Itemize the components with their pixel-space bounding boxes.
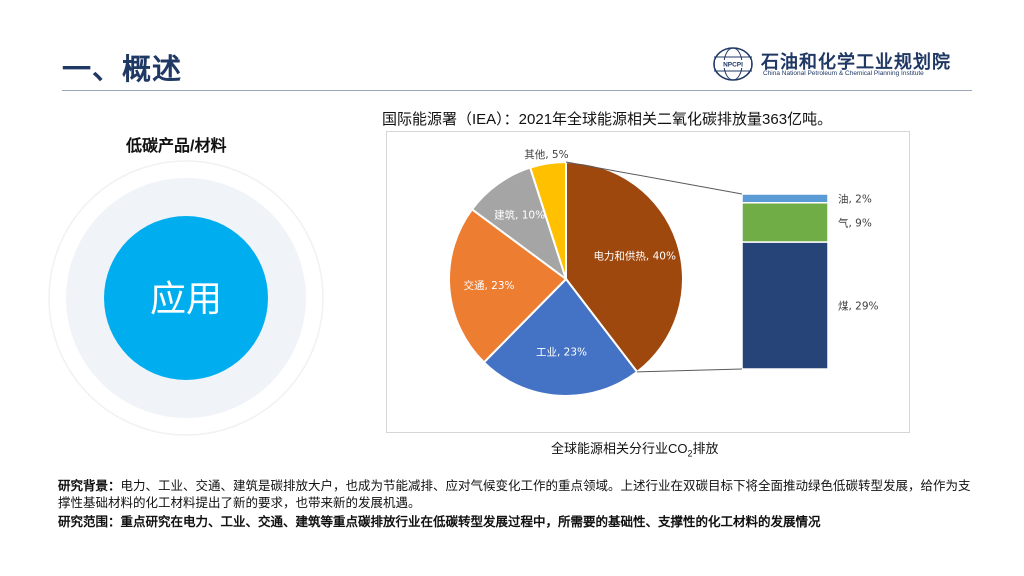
globe-icon: NPCPI [713, 47, 753, 81]
pie-slice [482, 277, 639, 397]
breakdown-bar-segment [741, 193, 829, 204]
pie-slice [470, 166, 568, 282]
pie-slice [565, 160, 684, 374]
pie-slice [528, 160, 567, 280]
page-title: 一、概述 [62, 54, 183, 86]
logo-name-cn: 石油和化学工业规划院 [761, 52, 951, 72]
pie-slice-label: 电力和供热, 40% [593, 250, 676, 263]
application-circle: 应用 [48, 160, 324, 436]
pie-slice [448, 207, 568, 364]
pie-slice-label: 建筑, 10% [494, 208, 545, 221]
breakdown-connector-line [565, 161, 743, 195]
background-label: 研究背景： [58, 479, 121, 493]
subcaption-subscript: 2 [687, 448, 693, 459]
breakdown-bar-label: 油, 2% [838, 192, 872, 205]
subcaption-prefix: 全球能源相关分行业CO [551, 441, 688, 456]
section-heading: 低碳产品/材料 [126, 138, 227, 155]
chart-caption: 国际能源署（IEA）：2021年全球能源相关二氧化碳排放量363亿吨。 [382, 111, 833, 128]
breakdown-bar-segment [741, 202, 829, 243]
background-body: 电力、工业、交通、建筑是碳排放大户，也成为节能减排、应对气候变化工作的重点领域。… [58, 479, 971, 510]
chart-subcaption: 全球能源相关分行业CO2排放 [551, 438, 719, 459]
breakdown-connector-line [637, 368, 743, 373]
research-scope: 研究范围：重点研究在电力、工业、交通、建筑等重点碳排放行业在低碳转型发展过程中，… [58, 514, 978, 531]
circle-label: 应用 [150, 279, 222, 320]
logo: NPCPI 石油和化学工业规划院 China National Petroleu… [711, 46, 981, 82]
chart-area: 电力和供热, 40% 工业, 23% 交通, 23% 建筑, 10% 其他, 5% 油, … [386, 131, 910, 433]
subcaption-suffix: 排放 [692, 441, 719, 456]
breakdown-bar-label: 煤, 29% [838, 300, 879, 313]
pie-slice-label: 工业, 23% [536, 346, 587, 358]
logo-name-en: China National Petroleum & Chemical Plan… [763, 70, 924, 77]
title-divider [62, 90, 972, 91]
breakdown-bar-segment [741, 241, 829, 370]
breakdown-bar-label: 气, 9% [838, 216, 872, 229]
research-background: 研究背景：电力、工业、交通、建筑是碳排放大户，也成为节能减排、应对气候变化工作的… [58, 478, 978, 512]
pie-slice-label: 其他, 5% [524, 148, 568, 161]
pie-slice-label: 交通, 23% [463, 279, 514, 292]
scope-body: 重点研究在电力、工业、交通、建筑等重点碳排放行业在低碳转型发展过程中，所需要的基… [120, 515, 821, 529]
emissions-pie-chart: 电力和供热, 40% 工业, 23% 交通, 23% 建筑, 10% 其他, 5% 油, … [448, 148, 879, 397]
logo-badge: NPCPI [723, 62, 743, 69]
scope-label: 研究范围： [58, 515, 121, 529]
